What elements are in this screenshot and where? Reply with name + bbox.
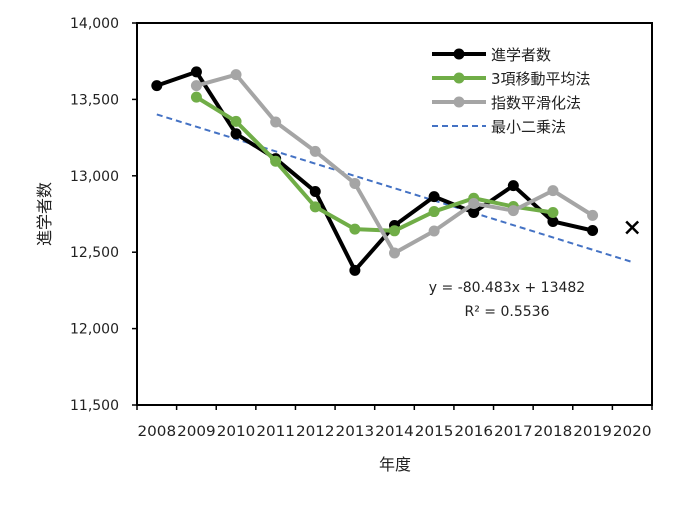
data-point — [151, 80, 163, 92]
legend-label: 指数平滑化法 — [491, 94, 581, 112]
data-point — [468, 197, 480, 209]
data-point — [547, 185, 559, 197]
x-tick-label: 2019 — [573, 424, 612, 440]
trendline-equation: y = -80.483x + 13482 — [429, 280, 585, 296]
data-point — [507, 205, 519, 217]
data-point — [587, 225, 599, 237]
data-point — [230, 115, 242, 127]
data-point — [587, 209, 599, 221]
x-tick-label: 2011 — [256, 424, 295, 440]
x-tick-label: 2010 — [217, 424, 256, 440]
data-point — [389, 247, 400, 259]
data-point — [468, 206, 480, 218]
x-tick-label: 2013 — [336, 424, 375, 440]
y-tick-label: 11,500 — [70, 398, 119, 414]
data-point — [190, 80, 202, 92]
plot-area-border — [136, 22, 653, 406]
data-point — [428, 206, 440, 218]
data-point — [547, 206, 559, 218]
data-point — [507, 180, 519, 192]
series-line — [156, 69, 594, 273]
y-tick-label: 12,000 — [70, 322, 119, 338]
data-point — [270, 155, 282, 167]
data-point — [309, 145, 321, 157]
legend-label: 最小二乗法 — [491, 118, 566, 136]
x-tick-label: 2018 — [534, 424, 573, 440]
x-tick-label: 2016 — [454, 424, 493, 440]
data-point — [190, 66, 202, 78]
x-tick-label: 2020 — [613, 424, 652, 440]
data-point — [309, 201, 321, 213]
data-point — [230, 69, 242, 81]
y-tick-label: 14,000 — [70, 16, 119, 32]
trendline-r2: R² = 0.5536 — [465, 304, 550, 320]
legend-label: 3項移動平均法 — [491, 70, 591, 88]
x-tick-label: 2012 — [296, 424, 335, 440]
x-tick-label: 2008 — [138, 424, 177, 440]
data-point — [270, 116, 282, 128]
legend-marker — [453, 96, 465, 108]
x-tick-label: 2009 — [177, 424, 216, 440]
data-point — [547, 215, 559, 227]
data-point — [428, 191, 440, 203]
data-point — [230, 128, 242, 140]
data-point — [349, 177, 361, 189]
data-point — [349, 223, 361, 235]
legend-label: 進学者数 — [491, 46, 551, 64]
y-tick-label: 12,500 — [70, 245, 119, 261]
legend-marker — [453, 72, 465, 84]
x-axis-label: 年度 — [379, 455, 411, 474]
y-axis-label: 進学者数 — [35, 182, 54, 246]
forecast-x-marker — [625, 220, 640, 235]
trendline-least-squares — [156, 113, 633, 263]
data-point — [190, 91, 202, 103]
data-point — [309, 186, 321, 198]
x-tick-label: 2014 — [375, 424, 414, 440]
data-point — [389, 225, 400, 237]
series-line — [195, 95, 554, 233]
y-tick-label: 13,500 — [70, 92, 119, 108]
legend-marker — [453, 48, 465, 60]
y-tick-label: 13,000 — [70, 169, 119, 185]
data-point — [349, 264, 361, 276]
x-tick-label: 2015 — [415, 424, 454, 440]
data-point — [428, 225, 440, 237]
x-tick-label: 2017 — [494, 424, 533, 440]
